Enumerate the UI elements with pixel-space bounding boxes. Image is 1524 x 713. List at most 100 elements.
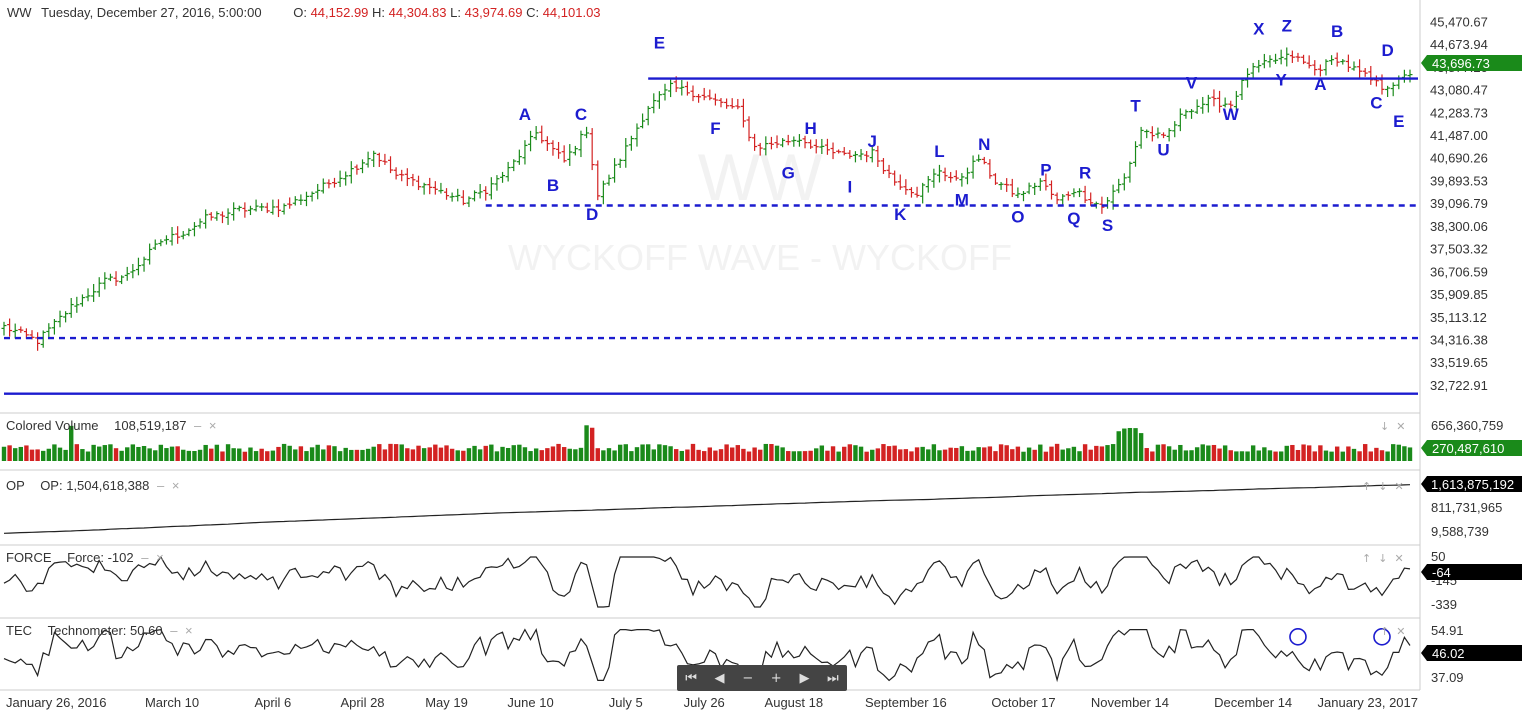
volume-bar	[1368, 451, 1373, 461]
volume-bar	[1150, 451, 1155, 461]
volume-bar	[416, 445, 421, 461]
move-up-icon[interactable]: ↑	[1380, 625, 1390, 638]
price-tick-label: 32,722.91	[1430, 378, 1488, 393]
volume-bars	[1, 425, 1413, 461]
wave-label: G	[782, 163, 795, 182]
volume-bar	[662, 445, 668, 461]
move-down-icon[interactable]: ↓	[1380, 420, 1390, 433]
op-label: OP:	[40, 478, 63, 493]
volume-bar	[1206, 445, 1211, 461]
volume-bar	[74, 444, 80, 461]
volume-bar	[1357, 451, 1362, 461]
volume-bar	[1155, 444, 1161, 461]
volume-bar	[1122, 428, 1127, 461]
op-axis-low: 9,588,739	[1431, 524, 1489, 539]
volume-bar	[1161, 444, 1166, 461]
volume-bar	[489, 444, 494, 461]
force-label: Force:	[67, 550, 104, 565]
volume-bar	[679, 450, 684, 461]
wave-label: O	[1011, 208, 1024, 227]
volume-bar	[287, 445, 292, 461]
minimize-icon[interactable]: –	[141, 550, 149, 565]
volume-bar	[573, 449, 578, 461]
volume-bar	[931, 444, 937, 461]
volume-bar	[539, 450, 544, 461]
volume-bar	[119, 450, 124, 461]
volume-bar	[1105, 445, 1110, 461]
date-tick-label: April 6	[254, 695, 291, 710]
volume-bar	[634, 447, 640, 461]
volume-bar	[113, 448, 119, 461]
volume-bar	[545, 448, 550, 461]
next-icon[interactable]: ▶	[799, 670, 810, 686]
date-tick-label: July 26	[684, 695, 725, 710]
minimize-icon[interactable]: –	[170, 623, 178, 638]
force-value: -102	[107, 550, 134, 565]
volume-bar	[561, 447, 567, 461]
low-value: 43,974.69	[464, 5, 523, 20]
date-axis: January 26, 2016 March 10 April 6 April 28 M…	[6, 695, 1418, 710]
volume-bar	[1250, 445, 1256, 461]
volume-bar	[1194, 447, 1200, 461]
close-pane-icon[interactable]: ✕	[1394, 552, 1404, 565]
last-icon[interactable]: ⏭	[826, 670, 839, 686]
move-up-icon[interactable]: ↑	[1362, 480, 1372, 493]
volume-bar	[237, 448, 242, 461]
indicator-circle	[1289, 628, 1307, 646]
watermark-title: WYCKOFF WAVE - WYCKOFF	[508, 237, 1012, 278]
close-pane-icon[interactable]: ✕	[1394, 480, 1404, 493]
prev-icon[interactable]: ◀	[714, 670, 725, 686]
volume-bar	[427, 447, 432, 461]
minimize-icon[interactable]: –	[156, 478, 165, 493]
volume-bar	[242, 451, 248, 461]
date-tick-label: July 5	[609, 695, 643, 710]
volume-bar	[1379, 450, 1385, 461]
volume-pane-label: Colored Volume 108,519,187 – ×	[6, 418, 217, 433]
zoom-in-icon[interactable]: +	[770, 670, 782, 686]
volume-bar	[1278, 451, 1284, 461]
move-down-icon[interactable]: ↓	[1378, 480, 1388, 493]
volume-bar	[360, 449, 365, 461]
zoom-out-icon[interactable]: −	[742, 670, 754, 686]
volume-bar	[673, 449, 679, 461]
wave-label: Y	[1275, 71, 1287, 90]
price-tick-label: 34,316.38	[1430, 332, 1488, 347]
volume-bar	[1362, 444, 1368, 461]
volume-bar	[1200, 444, 1205, 461]
close-pane-icon[interactable]: ✕	[1396, 420, 1406, 433]
volume-bar	[1060, 449, 1065, 461]
first-icon[interactable]: ⏮	[685, 670, 697, 686]
volume-bar	[69, 425, 74, 461]
volume-bar	[1110, 444, 1116, 461]
wave-label: A	[519, 105, 531, 124]
wave-label: E	[654, 34, 665, 53]
volume-bar	[909, 451, 914, 461]
volume-bar	[259, 448, 264, 461]
high-label: H:	[372, 5, 386, 20]
price-tick-label: 41,487.00	[1430, 128, 1488, 143]
volume-bar	[382, 449, 388, 461]
volume-bar	[1172, 449, 1177, 461]
volume-bar	[769, 444, 774, 461]
close-icon[interactable]: ×	[156, 550, 164, 565]
volume-bar	[724, 444, 729, 461]
close-icon[interactable]: ×	[208, 418, 217, 433]
minimize-icon[interactable]: –	[194, 418, 202, 433]
volume-bar	[707, 447, 713, 461]
volume-bar	[270, 450, 276, 461]
volume-bar	[125, 447, 130, 461]
close-icon[interactable]: ×	[185, 623, 193, 638]
close-pane-icon[interactable]: ✕	[1396, 625, 1406, 638]
volume-bar	[976, 447, 981, 461]
volume-bar	[298, 446, 304, 461]
move-up-icon[interactable]: ↑	[1362, 552, 1372, 565]
volume-bar	[1284, 445, 1289, 461]
volume-bar	[197, 449, 203, 461]
close-icon[interactable]: ×	[171, 478, 180, 493]
volume-bar	[791, 451, 797, 461]
volume-bar	[505, 447, 511, 461]
tec-badge-value: 46.02	[1432, 646, 1465, 661]
date-tick-label: May 19	[425, 695, 468, 710]
move-down-icon[interactable]: ↓	[1378, 552, 1388, 565]
volume-bar	[461, 450, 466, 461]
